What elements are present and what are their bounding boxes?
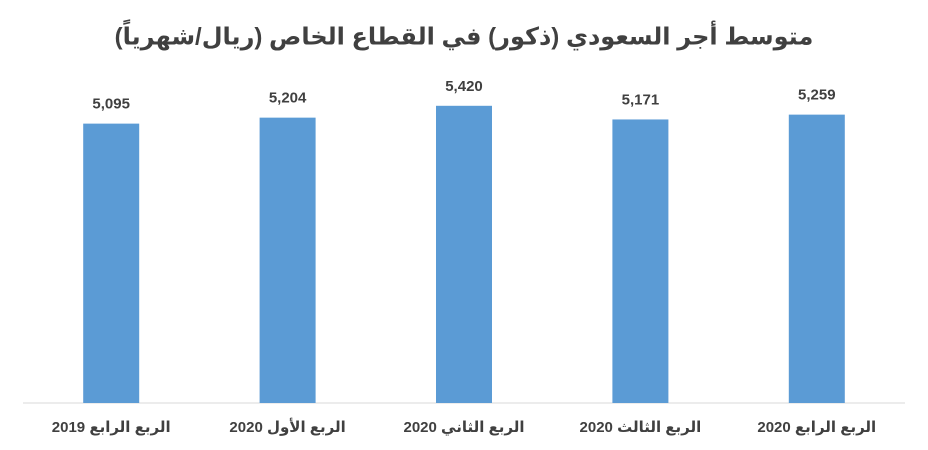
x-tick-label: الربع الثالث 2020 <box>580 419 702 436</box>
bar <box>436 105 492 403</box>
bar <box>612 119 669 403</box>
x-tick-label: الربع الرابع 2019 <box>52 419 171 436</box>
x-tick-label: الربع الرابع 2020 <box>757 419 876 436</box>
value-label: 5,171 <box>622 91 660 108</box>
bar <box>259 117 316 403</box>
bar <box>83 123 140 403</box>
value-label: 5,420 <box>445 78 483 95</box>
value-label: 5,095 <box>92 96 130 113</box>
chart-title: متوسط أجر السعودي (ذكور) في القطاع الخاص… <box>115 19 814 50</box>
value-label: 5,204 <box>269 90 307 107</box>
x-tick-label: الربع الثاني 2020 <box>403 419 524 436</box>
x-tick-label: الربع الأول 2020 <box>229 418 345 436</box>
value-label: 5,259 <box>798 87 836 104</box>
bar <box>788 114 845 403</box>
